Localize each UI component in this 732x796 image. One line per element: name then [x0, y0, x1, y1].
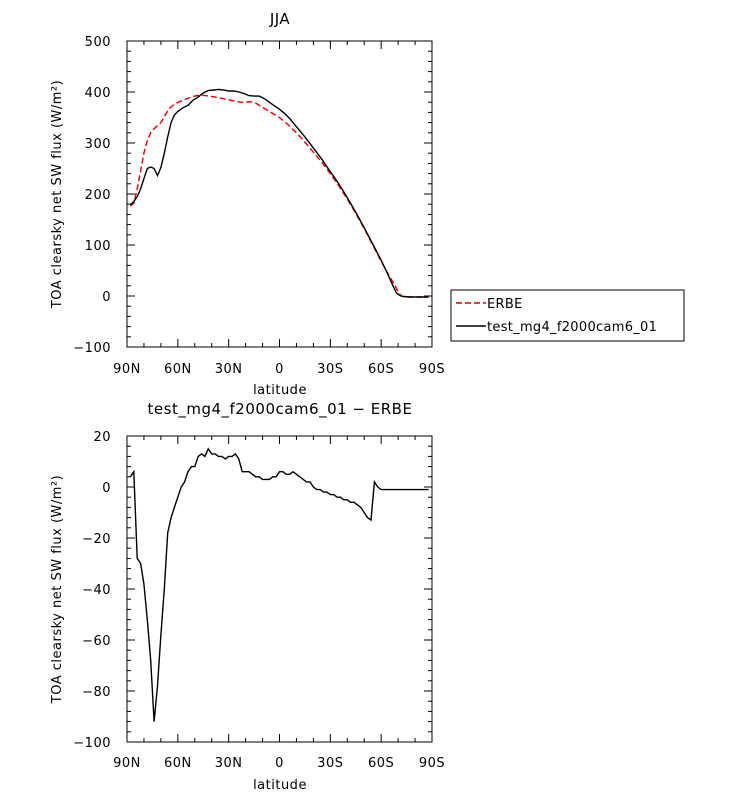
bottom-y-tick-label: −40 [82, 583, 111, 598]
top-y-tick-label: 500 [85, 35, 111, 50]
top-x-tick-label: 30S [317, 362, 343, 377]
legend-label-erbe: ERBE [487, 297, 523, 312]
legend-box [450, 289, 685, 342]
legend-label-model: test_mg4_f2000cam6_01 [487, 320, 657, 335]
bottom-panel-title: test_mg4_f2000cam6_01 − ERBE [148, 400, 413, 419]
bottom-y-tick-label: −20 [82, 532, 111, 547]
top-x-tick-label: 0 [275, 362, 284, 377]
bottom-x-tick-label: 60S [368, 756, 394, 771]
top-axis-ticks [126, 40, 433, 348]
bottom-y-tick-label: −60 [82, 634, 111, 649]
bottom-x-tick-label: 30S [317, 756, 343, 771]
top-y-tick-label: 0 [102, 290, 111, 305]
top-y-tick-label: 100 [85, 239, 111, 254]
bottom-y-tick-label: 0 [102, 481, 111, 496]
top-x-tick-label: 60S [368, 362, 394, 377]
bottom-axis-ticks [126, 435, 433, 743]
top-plot-frame [126, 40, 433, 348]
bottom-plot-frame [126, 435, 433, 743]
top-x-tick-label: 90S [419, 362, 445, 377]
top-y-tick-label: −100 [73, 341, 111, 356]
bottom-panel: test_mg4_f2000cam6_01 − ERBE 90N 60N 30N… [50, 400, 445, 793]
top-panel-title: JJA [269, 10, 291, 28]
bottom-x-axis-title: latitude [253, 778, 307, 793]
bottom-x-tick-label: 0 [275, 756, 284, 771]
top-series-model-line [129, 88, 429, 298]
bottom-y-tick-label: −100 [73, 736, 111, 751]
top-panel: JJA 90N 60N 30N 0 30S 60S 90S −100 0 100… [50, 10, 445, 398]
bottom-y-axis-title: TOA clearsky net SW flux (W/m²) [50, 475, 65, 704]
top-y-axis-title: TOA clearsky net SW flux (W/m²) [50, 80, 65, 309]
bottom-x-tick-label: 30N [215, 756, 243, 771]
bottom-series-difference-line [129, 447, 429, 722]
top-x-tick-label: 30N [215, 362, 243, 377]
top-y-tick-label: 200 [85, 188, 111, 203]
legend: ERBE test_mg4_f2000cam6_01 [450, 289, 685, 342]
top-x-tick-label: 90N [113, 362, 141, 377]
bottom-y-tick-label: −80 [82, 685, 111, 700]
top-y-tick-label: 400 [85, 86, 111, 101]
bottom-x-tick-label: 90N [113, 756, 141, 771]
top-y-tick-label: 300 [85, 137, 111, 152]
top-x-tick-label: 60N [164, 362, 192, 377]
bottom-y-tick-label: 20 [93, 430, 111, 445]
bottom-x-tick-label: 90S [419, 756, 445, 771]
top-x-axis-title: latitude [253, 383, 307, 398]
bottom-x-tick-label: 60N [164, 756, 192, 771]
